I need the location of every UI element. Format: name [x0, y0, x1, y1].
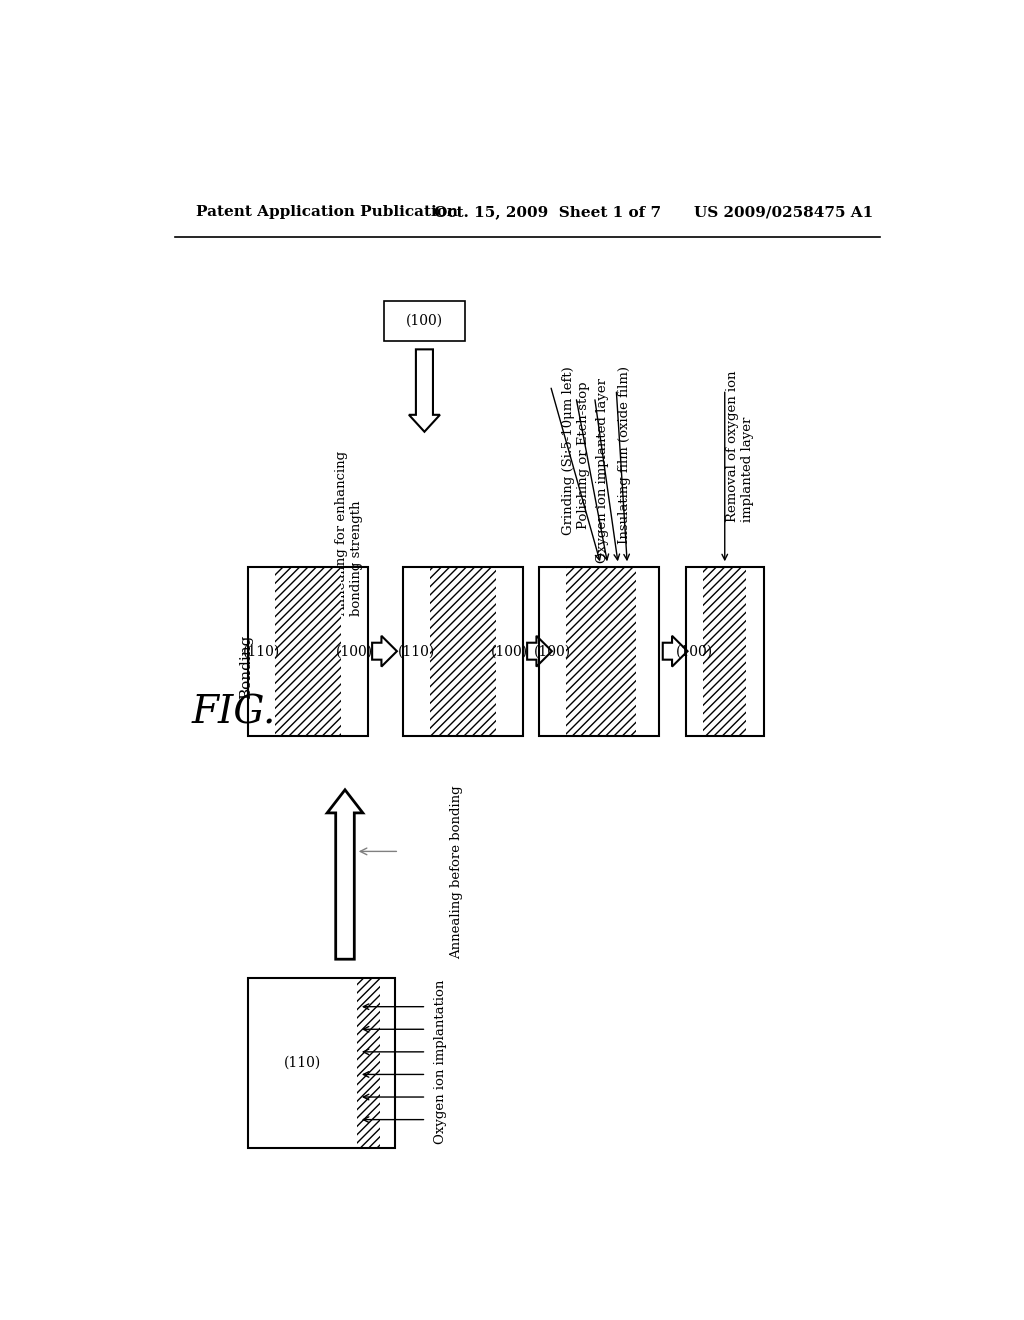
Text: Oxygen ion implanted layer: Oxygen ion implanted layer — [596, 378, 609, 562]
Polygon shape — [409, 350, 440, 432]
Text: Annealing before bonding: Annealing before bonding — [450, 785, 463, 960]
Polygon shape — [372, 636, 397, 667]
Text: (100): (100) — [676, 644, 713, 659]
Polygon shape — [663, 636, 687, 667]
Bar — [686, 566, 764, 737]
Bar — [275, 566, 341, 737]
Text: Patent Application Publication: Patent Application Publication — [197, 206, 458, 219]
Bar — [566, 566, 636, 737]
Text: Bonding: Bonding — [239, 635, 253, 698]
Text: Oct. 15, 2009  Sheet 1 of 7: Oct. 15, 2009 Sheet 1 of 7 — [434, 206, 662, 219]
Text: (110): (110) — [284, 1056, 321, 1071]
Text: (100): (100) — [336, 644, 374, 659]
Text: US 2009/0258475 A1: US 2009/0258475 A1 — [693, 206, 873, 219]
Bar — [636, 566, 649, 737]
Bar — [539, 566, 658, 737]
Bar — [248, 566, 369, 737]
Bar — [384, 301, 465, 341]
Text: (110): (110) — [243, 644, 281, 659]
Text: (110): (110) — [398, 644, 435, 659]
Text: Polishing or Etch-stop: Polishing or Etch-stop — [578, 381, 591, 529]
Text: Oxygen ion implantation: Oxygen ion implantation — [434, 979, 447, 1144]
Bar — [356, 978, 380, 1148]
Bar — [539, 566, 658, 737]
Text: Removal of oxygen ion
implanted layer: Removal of oxygen ion implanted layer — [726, 370, 755, 521]
Bar — [403, 566, 523, 737]
Polygon shape — [527, 636, 552, 667]
Text: Annealing for enhancing
bonding strength: Annealing for enhancing bonding strength — [335, 451, 362, 616]
Polygon shape — [328, 789, 362, 960]
Text: (100): (100) — [534, 644, 570, 659]
Text: FIG. 1: FIG. 1 — [191, 694, 313, 731]
Bar — [703, 566, 745, 737]
Bar — [403, 566, 523, 737]
Bar — [248, 978, 395, 1148]
Bar — [686, 566, 764, 737]
Text: Grinding (Si:5-10μm left): Grinding (Si:5-10μm left) — [562, 367, 575, 535]
Bar — [248, 566, 369, 737]
Text: Insulating film (oxide film): Insulating film (oxide film) — [617, 367, 631, 544]
Bar — [248, 978, 395, 1148]
Bar — [430, 566, 496, 737]
Text: (100): (100) — [406, 314, 443, 327]
Text: (100): (100) — [492, 644, 528, 659]
